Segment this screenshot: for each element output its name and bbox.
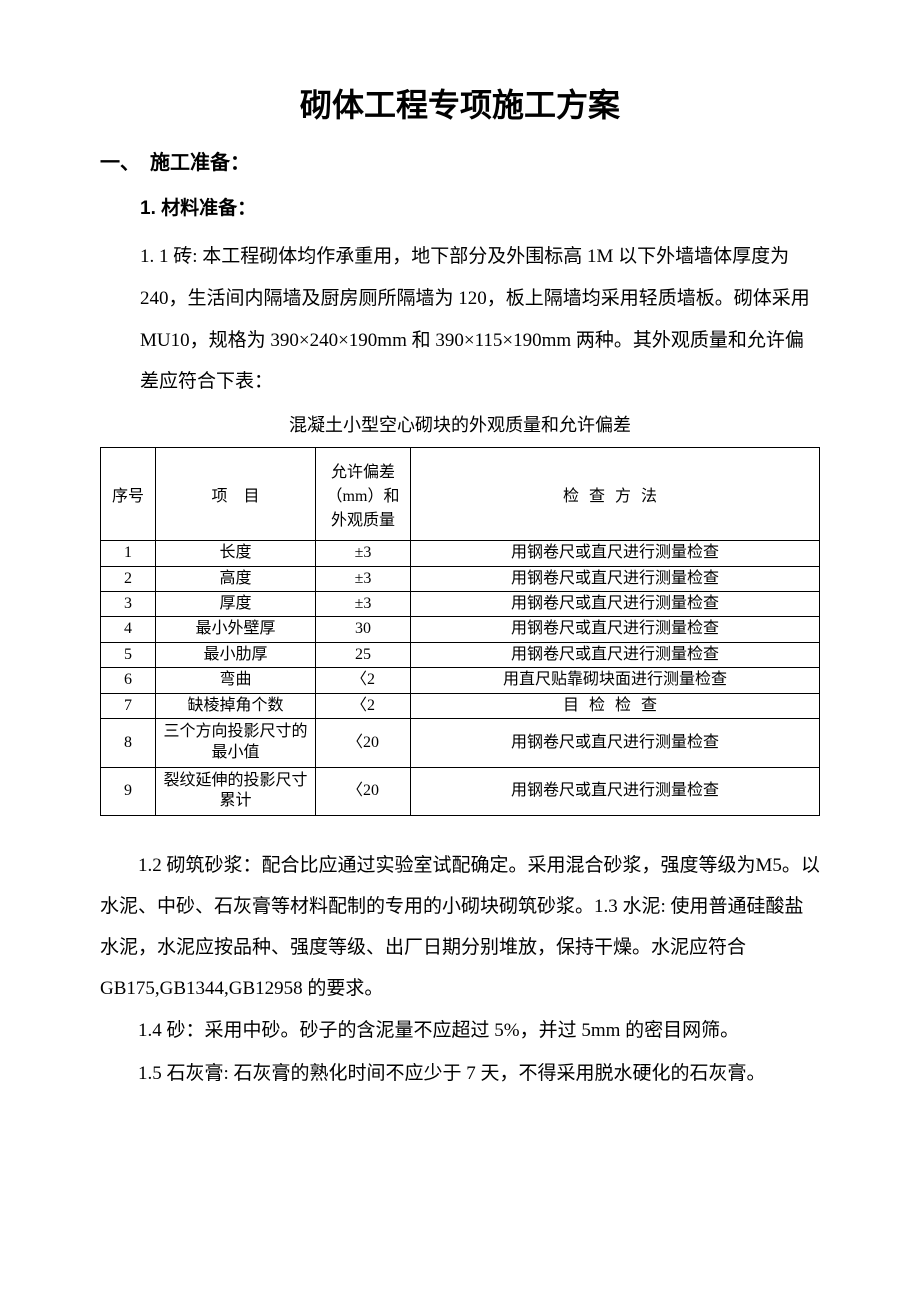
cell-item: 弯曲 (156, 668, 316, 693)
cell-method: 用直尺贴靠砌块面进行测量检查 (411, 668, 820, 693)
table-caption: 混凝土小型空心砌块的外观质量和允许偏差 (100, 411, 820, 437)
paragraph-1-4: 1.4 砂：采用中砂。砂子的含泥量不应超过 5%，并过 5mm 的密目网筛。 (100, 1011, 820, 1052)
cell-seq: 9 (101, 767, 156, 816)
table-row: 5 最小肋厚 25 用钢卷尺或直尺进行测量检查 (101, 642, 820, 667)
cell-method: 用钢卷尺或直尺进行测量检查 (411, 541, 820, 566)
cell-method: 用钢卷尺或直尺进行测量检查 (411, 767, 820, 816)
header-method: 检查方法 (411, 448, 820, 541)
cell-method: 用钢卷尺或直尺进行测量检查 (411, 617, 820, 642)
cell-item: 厚度 (156, 591, 316, 616)
cell-item: 三个方向投影尺寸的最小值 (156, 718, 316, 767)
table-row: 2 高度 ±3 用钢卷尺或直尺进行测量检查 (101, 566, 820, 591)
header-tolerance: 允许偏差（mm）和外观质量 (316, 448, 411, 541)
subsection-1-heading: 1. 材料准备： (140, 193, 820, 220)
cell-seq: 3 (101, 591, 156, 616)
table-row: 4 最小外壁厚 30 用钢卷尺或直尺进行测量检查 (101, 617, 820, 642)
paragraph-1-5: 1.5 石灰膏: 石灰膏的熟化时间不应少于 7 天，不得采用脱水硬化的石灰膏。 (100, 1054, 820, 1095)
table-row: 6 弯曲 〈2 用直尺贴靠砌块面进行测量检查 (101, 668, 820, 693)
cell-seq: 8 (101, 718, 156, 767)
tolerance-table: 序号 项目 允许偏差（mm）和外观质量 检查方法 1 长度 ±3 用钢卷尺或直尺… (100, 447, 820, 816)
cell-item: 裂纹延伸的投影尺寸累计 (156, 767, 316, 816)
paragraph-1-1: 1. 1 砖: 本工程砌体均作承重用，地下部分及外围标高 1M 以下外墙墙体厚度… (140, 236, 820, 403)
cell-seq: 6 (101, 668, 156, 693)
table-header-row: 序号 项目 允许偏差（mm）和外观质量 检查方法 (101, 448, 820, 541)
cell-seq: 7 (101, 693, 156, 718)
section-1-heading: 一、 施工准备： (100, 146, 820, 175)
cell-item: 最小外壁厚 (156, 617, 316, 642)
paragraph-1-2: 1.2 砌筑砂浆：配合比应通过实验室试配确定。采用混合砂浆，强度等级为M5。以水… (100, 846, 820, 1009)
cell-seq: 1 (101, 541, 156, 566)
cell-tol: 〈20 (316, 767, 411, 816)
cell-item: 长度 (156, 541, 316, 566)
cell-tol: 〈2 (316, 668, 411, 693)
cell-tol: 30 (316, 617, 411, 642)
cell-tol: ±3 (316, 566, 411, 591)
cell-method: 用钢卷尺或直尺进行测量检查 (411, 591, 820, 616)
cell-item: 最小肋厚 (156, 642, 316, 667)
cell-item: 缺棱掉角个数 (156, 693, 316, 718)
header-item: 项目 (156, 448, 316, 541)
cell-item: 高度 (156, 566, 316, 591)
cell-seq: 4 (101, 617, 156, 642)
cell-tol: 〈20 (316, 718, 411, 767)
cell-method: 用钢卷尺或直尺进行测量检查 (411, 718, 820, 767)
header-seq: 序号 (101, 448, 156, 541)
cell-method: 目检检查 (411, 693, 820, 718)
cell-tol: ±3 (316, 541, 411, 566)
table-row: 8 三个方向投影尺寸的最小值 〈20 用钢卷尺或直尺进行测量检查 (101, 718, 820, 767)
cell-tol: 25 (316, 642, 411, 667)
paragraph-1-1-text: 1. 1 砖: 本工程砌体均作承重用，地下部分及外围标高 1M 以下外墙墙体厚度… (140, 246, 810, 392)
cell-method: 用钢卷尺或直尺进行测量检查 (411, 642, 820, 667)
cell-tol: ±3 (316, 591, 411, 616)
cell-seq: 2 (101, 566, 156, 591)
table-row: 7 缺棱掉角个数 〈2 目检检查 (101, 693, 820, 718)
cell-method: 用钢卷尺或直尺进行测量检查 (411, 566, 820, 591)
cell-tol: 〈2 (316, 693, 411, 718)
table-row: 3 厚度 ±3 用钢卷尺或直尺进行测量检查 (101, 591, 820, 616)
table-row: 1 长度 ±3 用钢卷尺或直尺进行测量检查 (101, 541, 820, 566)
document-title: 砌体工程专项施工方案 (100, 80, 820, 126)
table-row: 9 裂纹延伸的投影尺寸累计 〈20 用钢卷尺或直尺进行测量检查 (101, 767, 820, 816)
cell-seq: 5 (101, 642, 156, 667)
